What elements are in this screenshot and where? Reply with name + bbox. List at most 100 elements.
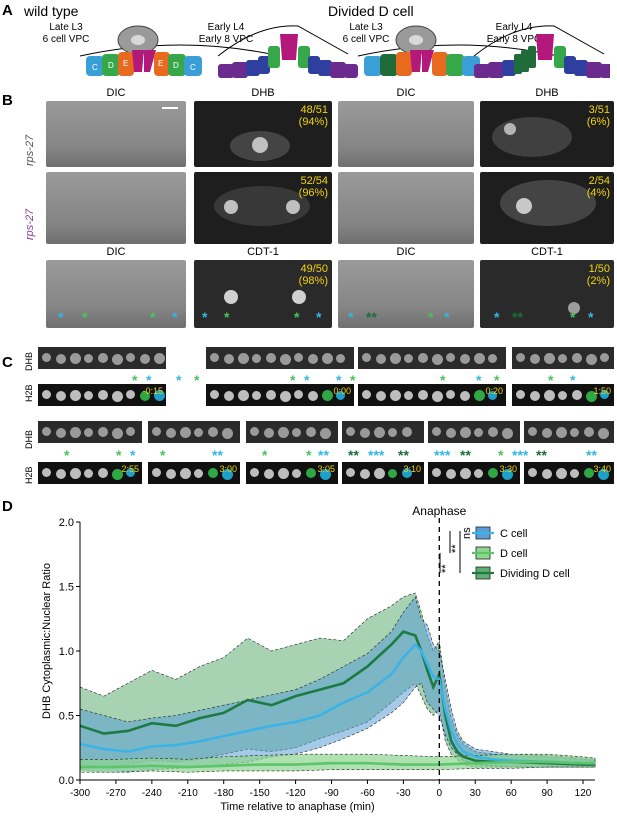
stage-late-l3-div: Late L3 6 cell VPC — [342, 22, 390, 45]
panel-label-d: D — [2, 498, 13, 515]
image-dhb-r2c2: 52/54 (96%) — [194, 172, 332, 244]
dhb-frame-top — [206, 347, 354, 369]
image-dic-r3c3: * ** * * — [338, 260, 474, 328]
dhb-frame-bottom — [38, 421, 142, 443]
image-dic-r1c3 — [338, 101, 474, 167]
row-label-rps27-1: rps-27 — [24, 134, 36, 166]
cell-marker-star: ** — [586, 447, 597, 463]
cell-marker-star: ** — [318, 447, 329, 463]
h2b-frame-bottom: 3:30 — [428, 462, 520, 484]
svg-text:E: E — [158, 59, 163, 68]
cell-marker-star: *** — [512, 447, 529, 463]
cell-marker-star: * — [160, 447, 166, 463]
cell-marker-star: *** — [434, 447, 451, 463]
y-tick-label: 1.0 — [59, 646, 74, 658]
image-cdt-r3c2: * * * * 49/50 (98%) — [194, 260, 332, 328]
x-tick-label: 60 — [506, 788, 518, 799]
label-h2b-bottom: H2B — [24, 466, 34, 484]
legend-dividing-d-cell-label: Dividing D cell — [500, 568, 570, 580]
dhb-frame-bottom — [428, 421, 520, 443]
cell-marker-star: ** — [348, 447, 359, 463]
h2b-frame-bottom: 3:05 — [246, 462, 338, 484]
image-dic-r1c1 — [46, 101, 186, 167]
cell-marker-star: * — [290, 372, 296, 388]
x-tick-label: -180 — [214, 788, 234, 799]
image-dhb-r1c4: 3/51 (6%) — [480, 101, 614, 167]
x-tick-label: 30 — [470, 788, 482, 799]
cell-marker-star: * — [262, 447, 268, 463]
x-tick-label: -270 — [106, 788, 126, 799]
col-title-dhb-2: DHB — [535, 87, 559, 99]
h2b-frame-top: 1:50 — [512, 384, 614, 406]
dhb-frame-bottom — [246, 421, 338, 443]
cell-marker-star: ** — [460, 447, 471, 463]
svg-text:E: E — [123, 59, 128, 68]
frame-time: 1:50 — [593, 386, 611, 396]
x-tick-label: -210 — [178, 788, 198, 799]
y-tick-label: 0.0 — [59, 775, 74, 787]
x-tick-label: -90 — [324, 788, 339, 799]
panel-label-a: A — [2, 2, 13, 19]
cell-marker-star: * — [304, 372, 310, 388]
legend-c-cell-label: C cell — [500, 528, 528, 540]
cell-marker-star: * — [306, 447, 312, 463]
cell-marker-star: * — [130, 447, 136, 463]
svg-text:D: D — [173, 61, 179, 70]
h2b-frame-bottom: 2:55 — [38, 462, 142, 484]
cell-marker-star: * — [146, 372, 152, 388]
stage-late-l3-wt: Late L3 6 cell VPC — [42, 22, 90, 45]
x-tick-label: -60 — [360, 788, 375, 799]
x-tick-label: -300 — [70, 788, 90, 799]
dhb-ratio-chart: 0.00.51.01.52.0-300 -270 -240 -210 -180 -150-… — [41, 505, 596, 813]
frame-time: 3:00 — [219, 464, 237, 474]
divided-d-cell-title: Divided D cell — [328, 3, 414, 19]
schematic-wt-l4 — [217, 25, 358, 78]
image-dic-r2c1 — [46, 172, 186, 244]
h2b-frame-top: 0:20 — [358, 384, 506, 406]
wild-type-title: wild type — [24, 3, 79, 19]
frame-time: 0:00 — [333, 386, 351, 396]
y-tick-label: 0.5 — [59, 711, 74, 723]
frame-time: 3:05 — [317, 464, 335, 474]
frame-time: 3:30 — [499, 464, 517, 474]
cell-marker-star: * — [116, 447, 122, 463]
dhb-frame-top — [358, 347, 506, 369]
anaphase-label: Anaphase — [412, 505, 466, 518]
cell-marker-star: * — [64, 447, 70, 463]
cell-marker-star: * — [498, 447, 504, 463]
sig-label-d-dd: ** — [440, 564, 452, 573]
schematic-div-l4 — [473, 25, 610, 78]
dhb-frame-bottom — [524, 421, 614, 443]
x-tick-label: -150 — [250, 788, 270, 799]
line-d-cell — [80, 760, 595, 769]
cell-marker-star: * — [132, 372, 138, 388]
cell-marker-star: ** — [536, 447, 547, 463]
sig-label-c-d: ** — [450, 544, 462, 553]
scale-bar — [162, 107, 178, 109]
svg-text:C: C — [92, 63, 98, 72]
x-tick-label: -120 — [286, 788, 306, 799]
image-dic-r3c1: * * * * — [46, 260, 186, 328]
cell-marker-star: * — [548, 372, 554, 388]
h2b-frame-bottom: 3:10 — [342, 462, 424, 484]
cell-marker-star: * — [440, 372, 446, 388]
cell-marker-star: * — [494, 372, 500, 388]
schematic-wt-l3: C D E E D C — [80, 25, 281, 76]
line-c-cell — [79, 642, 595, 765]
x-axis-label: Time relative to anaphase (min) — [220, 801, 374, 813]
legend-d-cell-label: D cell — [500, 548, 528, 560]
frame-time: 0:20 — [485, 386, 503, 396]
dhb-frame-top — [512, 347, 614, 369]
row-label-rps27-2: rps-27 — [24, 208, 36, 240]
stage-early-l4-div: Early L4 Early 8 VPC — [486, 22, 542, 45]
cell-marker-star: * — [336, 372, 342, 388]
cell-marker-star: * — [176, 372, 182, 388]
x-tick-label: -30 — [396, 788, 411, 799]
label-h2b-top: H2B — [24, 384, 34, 402]
x-tick-label: -240 — [142, 788, 162, 799]
frame-time: 3:40 — [593, 464, 611, 474]
h2b-frame-top: 0:00 — [206, 384, 354, 406]
cell-marker-star: ** — [398, 447, 409, 463]
image-dhb-r2c4: 2/54 (4%) — [480, 172, 614, 244]
stage-early-l4-wt: Early L4 Early 8 VPC — [198, 22, 254, 45]
